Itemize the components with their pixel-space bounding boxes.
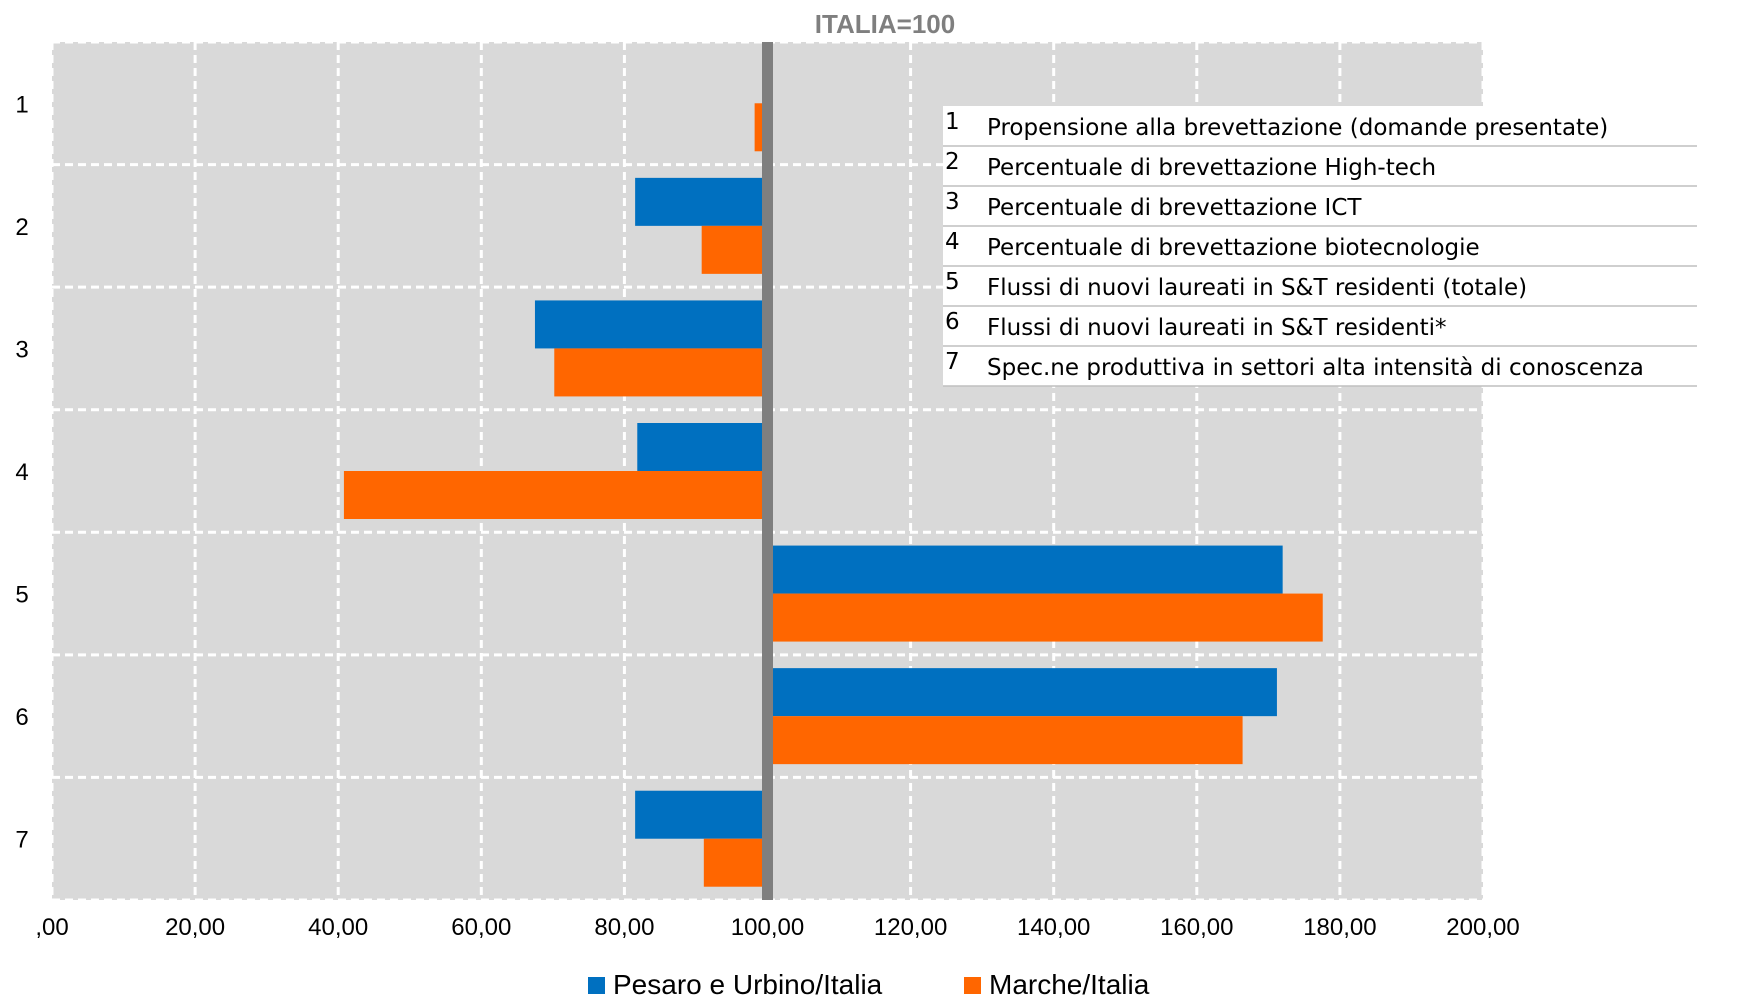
x-tick-label: 120,00 [874,914,947,941]
category-label: 6 [15,704,28,731]
bar-marche-3 [554,348,768,397]
annotation-table: 1 Propensione alla brevettazione (domande… [943,106,1697,387]
x-tick-label: 200,00 [1446,914,1519,941]
annotation-text: Flussi di nuovi laureati in S&T resident… [987,315,1447,341]
bar-pesaro-2 [635,177,768,226]
bar-marche-2 [701,225,768,274]
x-tick-label: 40,00 [308,914,368,941]
bar-pesaro-3 [534,300,768,349]
bar-pesaro-5 [767,545,1283,594]
x-tick-label: 140,00 [1017,914,1090,941]
bar-pesaro-7 [635,790,768,839]
x-tick-label: 60,00 [451,914,511,941]
annotation-text: Percentuale di brevettazione ICT [987,195,1362,221]
annotation-number: 4 [945,229,960,255]
category-label: 3 [15,336,28,363]
category-label: 5 [15,582,28,609]
annotation-text: Percentuale di brevettazione High-tech [987,155,1436,181]
chart-title: ITALIA=100 [815,9,955,39]
legend-swatch-pesaro [588,977,605,994]
x-tick-label: 180,00 [1303,914,1376,941]
legend-label: Marche/Italia [989,969,1150,1000]
annotation-number: 1 [945,109,960,135]
annotation-number: 6 [945,309,960,335]
category-label: 1 [15,91,28,118]
annotation-text: Percentuale di brevettazione biotecnolog… [987,235,1480,261]
annotation-number: 2 [945,149,960,175]
annotation-text: Propensione alla brevettazione (domande … [987,115,1608,141]
annotation-number: 7 [945,349,960,375]
bar-marche-6 [767,716,1243,765]
annotation-table-background [943,106,1697,386]
category-label: 4 [15,459,28,486]
x-tick-label: ,00 [35,914,68,941]
bar-pesaro-6 [767,668,1277,717]
annotation-number: 3 [945,189,960,215]
bar-marche-7 [703,838,768,887]
annotation-text: Spec.ne produttiva in settori alta inten… [987,355,1644,381]
x-tick-label: 160,00 [1160,914,1233,941]
legend-label: Pesaro e Urbino/Italia [613,969,883,1000]
x-tick-label: 80,00 [594,914,654,941]
category-label: 7 [15,827,28,854]
legend: Pesaro e Urbino/Italia Marche/Italia [588,969,1150,1000]
annotation-text: Flussi di nuovi laureati in S&T resident… [987,275,1527,301]
x-tick-label: 20,00 [165,914,225,941]
bar-marche-4 [343,471,768,519]
annotation-number: 5 [945,269,960,295]
x-tick-label: 100,00 [731,914,804,941]
bar-marche-5 [767,593,1323,642]
legend-swatch-marche [964,977,981,994]
bar-pesaro-4 [637,423,768,471]
category-label: 2 [15,214,28,241]
